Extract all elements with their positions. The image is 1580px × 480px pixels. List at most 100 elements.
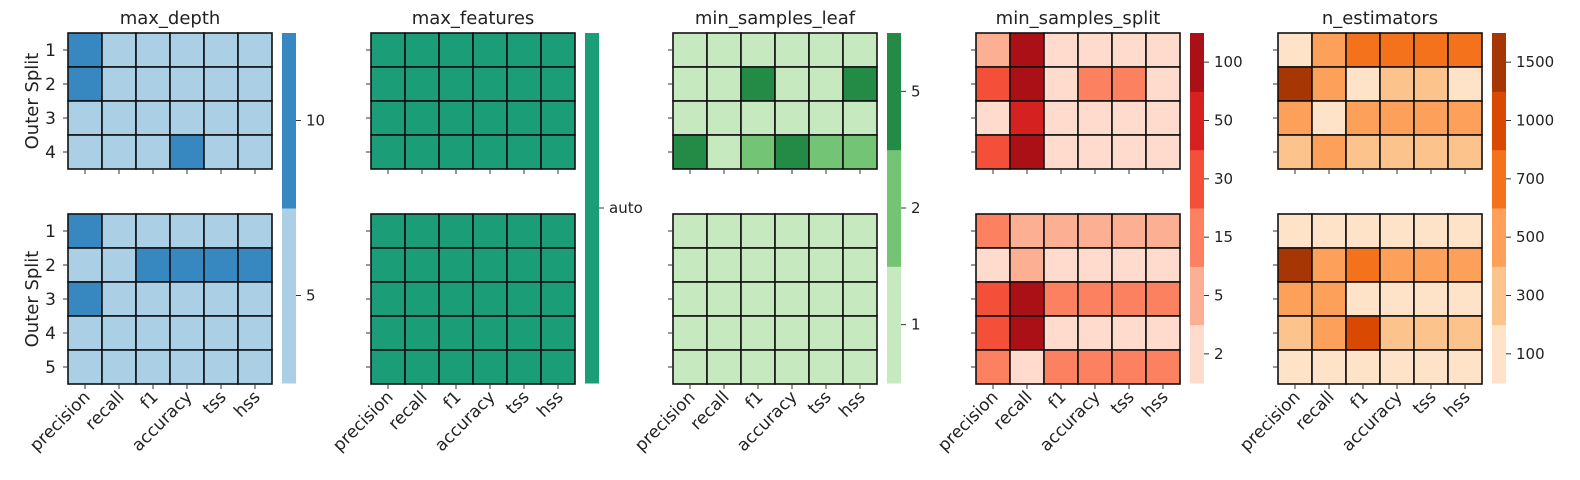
heatmap-cell	[842, 213, 878, 249]
y-axis-label: Outer Split	[22, 251, 43, 348]
heatmap-cell	[540, 32, 576, 68]
heatmap-cell	[1447, 32, 1483, 68]
heatmap-cell	[1277, 32, 1313, 68]
heatmap-cell	[1111, 134, 1147, 170]
heatmap-cell	[842, 32, 878, 68]
colorbar-tick-label: 500	[1516, 228, 1545, 246]
heatmap-cell	[1009, 247, 1045, 283]
colorbar-tick-label: 100	[1516, 345, 1545, 363]
x-tick-label: tss	[1409, 387, 1440, 418]
heatmap-cell	[1111, 100, 1147, 136]
heatmap-cell	[1413, 281, 1449, 317]
heatmap-cell	[169, 100, 205, 136]
heatmap-cell	[672, 32, 708, 68]
heatmap-cell	[975, 281, 1011, 317]
heatmap-panel	[971, 32, 1209, 389]
heatmap-cell	[540, 100, 576, 136]
heatmap-cell	[1379, 315, 1415, 351]
heatmap-cell	[1345, 100, 1381, 136]
heatmap-cell	[506, 32, 542, 68]
heatmap-cell	[808, 66, 844, 102]
heatmap-cell	[1345, 134, 1381, 170]
panel-title: n_estimators	[1322, 8, 1438, 29]
colorbar-tick-label: 5	[306, 287, 316, 305]
colorbar-tick-label: 300	[1516, 287, 1545, 305]
heatmap-cell	[370, 213, 406, 249]
heatmap-cell	[672, 213, 708, 249]
heatmap-cell	[1077, 213, 1113, 249]
heatmap-cell	[672, 134, 708, 170]
heatmap-cell	[472, 315, 508, 351]
x-tick-label: f1	[440, 387, 466, 413]
heatmap-cell	[672, 66, 708, 102]
colorbar-segment	[887, 149, 901, 267]
heatmap-cell	[472, 349, 508, 385]
heatmap-cell	[472, 66, 508, 102]
heatmap-cell	[237, 213, 273, 249]
heatmap-cell	[472, 213, 508, 249]
heatmap-cell	[370, 349, 406, 385]
heatmap-cell	[370, 134, 406, 170]
heatmap-cell	[842, 134, 878, 170]
heatmap-cell	[1277, 66, 1313, 102]
heatmap-cell	[808, 281, 844, 317]
heatmap-cell	[203, 281, 239, 317]
colorbar-segment	[887, 266, 901, 384]
colorbar-segment	[1492, 266, 1506, 326]
heatmap-cell	[101, 66, 137, 102]
heatmap-cell	[842, 66, 878, 102]
heatmap-cell	[1277, 213, 1313, 249]
heatmap-cell	[438, 315, 474, 351]
x-tick-label: hss	[1138, 387, 1172, 421]
heatmap-cell	[1111, 213, 1147, 249]
x-tick-label: hss	[533, 387, 567, 421]
heatmap-cell	[237, 100, 273, 136]
y-tick-label: 2	[45, 75, 56, 95]
heatmap-cell	[1111, 32, 1147, 68]
heatmap-cell	[842, 100, 878, 136]
heatmap-cell	[67, 134, 103, 170]
heatmap-cell	[1043, 213, 1079, 249]
heatmap-cell	[1277, 100, 1313, 136]
heatmap-cell	[237, 349, 273, 385]
x-tick-label: recall	[82, 387, 129, 434]
colorbar-tick-label: 50	[1214, 112, 1233, 130]
heatmap-cell	[67, 349, 103, 385]
y-tick-label: 5	[45, 358, 56, 378]
heatmap-cell	[1379, 66, 1415, 102]
colorbar-tick-label: 1500	[1516, 53, 1554, 71]
heatmap-cell	[370, 66, 406, 102]
heatmap-cell	[404, 349, 440, 385]
heatmap-cell	[808, 134, 844, 170]
heatmap-cell	[1379, 349, 1415, 385]
heatmap-cell	[135, 32, 171, 68]
heatmap-cell	[672, 247, 708, 283]
heatmap-cell	[237, 134, 273, 170]
heatmap-cell	[404, 32, 440, 68]
heatmap-cell	[203, 32, 239, 68]
heatmap-cell	[438, 134, 474, 170]
heatmap-cell	[67, 247, 103, 283]
heatmap-cell	[540, 213, 576, 249]
heatmap-cell	[203, 134, 239, 170]
heatmap-cell	[101, 213, 137, 249]
heatmap-cell	[1111, 281, 1147, 317]
heatmap-cell	[506, 66, 542, 102]
heatmap-cell	[1077, 281, 1113, 317]
heatmap-cell	[1413, 247, 1449, 283]
heatmap-cell	[1145, 315, 1181, 351]
heatmap-cell	[842, 247, 878, 283]
heatmap-cell	[472, 134, 508, 170]
heatmap-cell	[237, 281, 273, 317]
heatmap-cell	[1077, 247, 1113, 283]
heatmap-cell	[672, 349, 708, 385]
heatmap-cell	[1009, 315, 1045, 351]
heatmap-cell	[774, 134, 810, 170]
heatmap-cell	[1277, 247, 1313, 283]
heatmap-cell	[506, 213, 542, 249]
heatmap-cell	[1009, 213, 1045, 249]
heatmap-cell	[203, 213, 239, 249]
heatmap-cell	[1413, 349, 1449, 385]
colorbar-tick-label: 2	[911, 199, 921, 217]
